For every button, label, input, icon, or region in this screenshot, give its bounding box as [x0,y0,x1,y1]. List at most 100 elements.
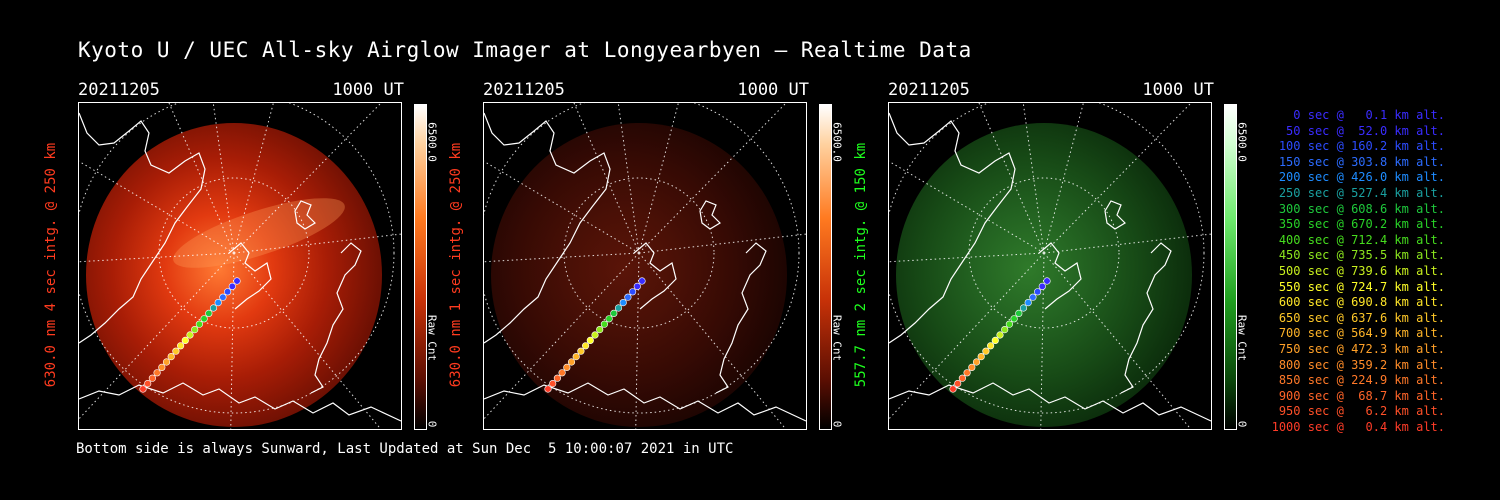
trajectory-point [139,385,147,393]
legend-row: 600 sec @ 690.8 km alt. [1278,295,1445,310]
trajectory-point [167,353,175,361]
legend-row: 0 sec @ 0.1 km alt. [1293,108,1445,122]
trajectory-track [139,277,241,393]
trajectory-point [596,326,604,334]
coastline [79,112,401,422]
trajectory-track [544,277,646,393]
trajectory-point [195,320,203,328]
legend-row: 950 sec @ 6.2 km alt. [1278,404,1445,419]
trajectory-point [1029,293,1037,301]
trajectory-point [1019,304,1028,312]
trajectory-point [228,282,236,290]
allsky-disc [896,123,1192,427]
trajectory-point [1024,299,1032,307]
coastline [484,112,806,422]
trajectory-point [1010,315,1018,323]
trajectory-point [1005,320,1013,328]
panel-time: 1000 UT [1142,80,1214,100]
allsky-disc [86,123,382,427]
trajectory-point [586,336,594,344]
panel-time: 1000 UT [737,80,809,100]
airglow-panel-3: 20211205 1000 UT 557.7 nm 2 sec intg. @ … [853,80,1288,430]
allsky-image-map [888,102,1212,430]
trajectory-point [614,304,623,312]
trajectory-point [153,369,161,377]
trajectory-point [1001,326,1009,334]
legend-row: 250 sec @ 527.4 km alt. [1278,185,1445,200]
trajectory-point [991,336,999,344]
trajectory-point [581,342,590,350]
trajectory-point [986,342,995,350]
trajectory-point [209,304,218,312]
panel-side-label: 630.0 nm 4 sec intg. @ 250 km [43,142,59,388]
legend-row: 150 sec @ 303.8 km alt. [1278,154,1445,169]
trajectory-point [1043,277,1051,285]
airglow-panel-1: 20211205 1000 UT 630.0 nm 4 sec intg. @ … [43,80,478,430]
trajectory-point [591,331,599,339]
trajectory-point [233,277,241,285]
colorbar [1224,104,1237,430]
aurora-band [173,198,345,268]
legend-row: 450 sec @ 735.5 km alt. [1278,248,1445,263]
legend-row: 50 sec @ 52.0 km alt. [1286,123,1445,138]
trajectory-point [949,385,957,393]
allsky-disc [491,123,787,427]
legend-row: 750 sec @ 472.3 km alt. [1278,341,1445,356]
trajectory-point [549,380,557,388]
allsky-image-map [483,102,807,430]
trajectory-point [162,358,171,366]
legend-row: 700 sec @ 564.9 km alt. [1278,326,1445,341]
legend-row: 900 sec @ 68.7 km alt. [1278,388,1445,403]
legend-row: 200 sec @ 426.0 km alt. [1278,170,1445,185]
trajectory-point [544,385,552,393]
trajectory-point [219,293,227,301]
trajectory-point [148,374,156,382]
legend-row: 650 sec @ 637.6 km alt. [1278,310,1445,325]
legend-row: 800 sec @ 359.2 km alt. [1278,357,1445,372]
trajectory-point [172,347,180,355]
panel-side-label: 557.7 nm 2 sec intg. @ 150 km [853,142,869,388]
trajectory-point [638,277,646,285]
trajectory-point [982,347,990,355]
trajectory-point [558,369,566,377]
trajectory-point [563,363,571,372]
legend-row: 400 sec @ 712.4 km alt. [1278,232,1445,247]
trajectory-point [600,320,608,328]
trajectory-point [629,288,637,296]
trajectory-point [577,347,585,355]
trajectory-point [958,374,966,382]
trajectory-point [186,331,194,339]
trajectory-point [176,342,185,350]
trajectory-point [605,315,613,323]
panel-date: 20211205 [483,80,565,100]
trajectory-point [224,288,232,296]
airglow-panel-2: 20211205 1000 UT 630.0 nm 1 sec intg. @ … [448,80,883,430]
trajectory-point [158,363,166,372]
trajectory-legend: 0 sec @ 0.1 km alt. 50 sec @ 52.0 km alt.… [1250,108,1445,435]
trajectory-point [1015,309,1023,317]
update-footer: Bottom side is always Sunward, Last Upda… [76,441,734,457]
trajectory-point [1034,288,1042,296]
legend-row: 500 sec @ 739.6 km alt. [1278,263,1445,278]
trajectory-point [972,358,981,366]
trajectory-point [633,282,641,290]
trajectory-track [949,277,1051,393]
panel-time: 1000 UT [332,80,404,100]
panel-date: 20211205 [78,80,160,100]
trajectory-point [205,309,213,317]
legend-row: 100 sec @ 160.2 km alt. [1278,139,1445,154]
trajectory-point [553,374,561,382]
trajectory-point [200,315,208,323]
trajectory-point [191,326,199,334]
trajectory-point [1038,282,1046,290]
trajectory-point [624,293,632,301]
trajectory-point [144,380,152,388]
trajectory-point [181,336,189,344]
colorbar [819,104,832,430]
legend-row: 350 sec @ 670.2 km alt. [1278,217,1445,232]
panel-side-label: 630.0 nm 1 sec intg. @ 250 km [448,142,464,388]
trajectory-point [567,358,576,366]
legend-row: 1000 sec @ 0.4 km alt. [1271,419,1445,434]
colorbar [414,104,427,430]
coastline [889,112,1211,422]
